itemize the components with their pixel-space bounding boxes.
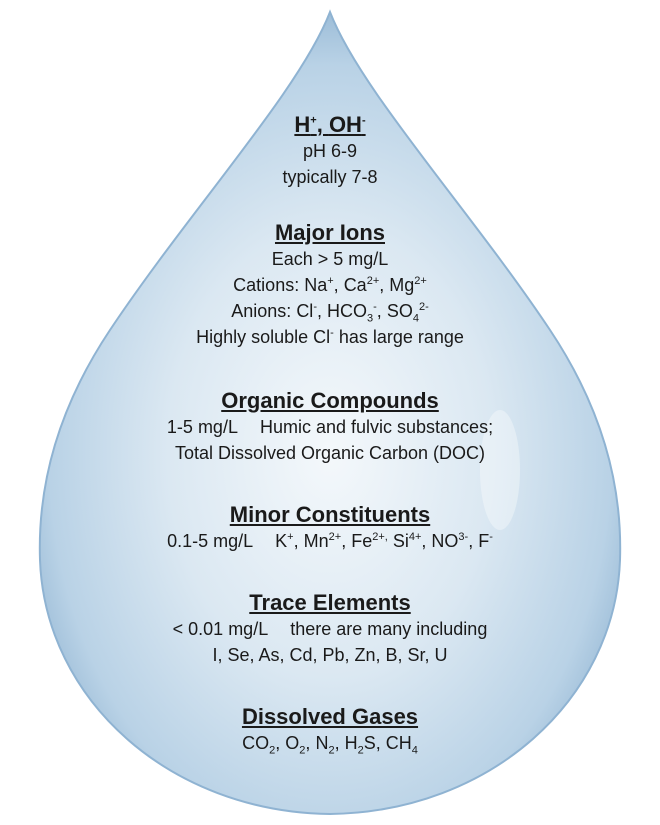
ph-section: H+, OH- pH 6-9 typically 7-8 [0,112,660,190]
water-drop-body [38,9,622,816]
minor-section: Minor Constituents 0.1-5 mg/L K+, Mn2+, F… [0,502,660,554]
organic-heading: Organic Compounds [221,388,439,413]
organic-section: Organic Compounds 1-5 mg/L Humic and fulv… [0,388,660,466]
minor-line: 0.1-5 mg/L K+, Mn2+, Fe2+, Si4+, NO3-, F- [167,531,493,551]
ph-typical: typically 7-8 [282,167,378,187]
major-ions-threshold: Each > 5 mg/L [271,249,389,269]
major-ions-cations: Cations: Na+, Ca2+, Mg2+ [233,275,427,295]
trace-elements: I, Se, As, Cd, Pb, Zn, B, Sr, U [212,645,448,665]
ph-range: pH 6-9 [302,141,358,161]
trace-heading: Trace Elements [249,590,411,615]
trace-line-1: < 0.01 mg/L there are many including [172,619,488,639]
gases-line: CO2, O2, N2, H2S, CH4 [242,733,418,757]
minor-heading: Minor Constituents [229,502,431,527]
organic-doc: Total Dissolved Organic Carbon (DOC) [174,443,486,463]
gases-heading: Dissolved Gases [241,704,419,729]
ph-heading: H+, OH- [294,112,366,137]
major-ions-note: Highly soluble Cl- has large range [196,327,464,347]
water-drop-highlight [480,410,520,530]
major-ions-section: Major Ions Each > 5 mg/L Cations: Na+, C… [0,220,660,350]
trace-section: Trace Elements < 0.01 mg/L there are many… [0,590,660,668]
gases-section: Dissolved Gases CO2, O2, N2, H2S, CH4 [0,704,660,756]
organic-line-1: 1-5 mg/L Humic and fulvic substances; [166,417,494,437]
major-ions-anions: Anions: Cl-, HCO3-, SO42- [231,301,429,325]
major-ions-heading: Major Ions [274,220,385,245]
